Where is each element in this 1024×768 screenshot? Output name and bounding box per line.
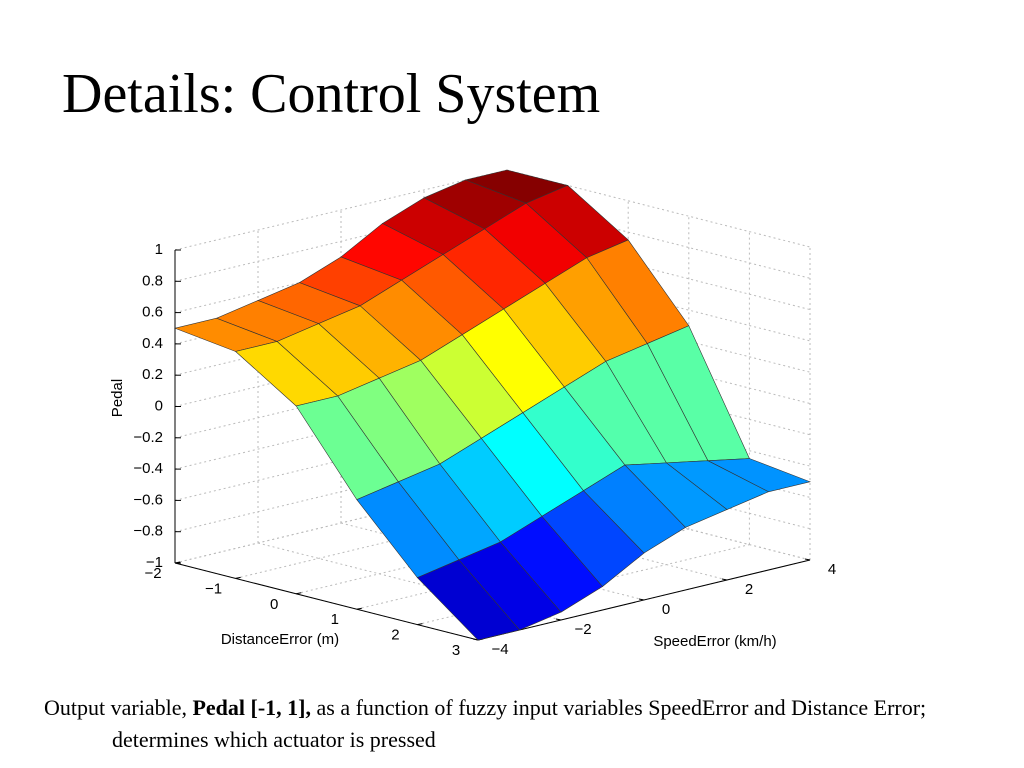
caption-text: as a function of fuzzy input variables S… — [112, 695, 927, 752]
grid-line — [506, 232, 811, 311]
tick-mark — [721, 578, 728, 581]
tick-mark — [235, 576, 241, 579]
x-tick-label: 0 — [270, 596, 278, 613]
tick-mark — [296, 592, 302, 595]
x-tick-label: −2 — [144, 565, 161, 582]
z-tick-label: −1 — [146, 554, 163, 571]
z-axis-label: Pedal — [109, 379, 126, 417]
z-tick-label: −0.2 — [133, 429, 163, 446]
z-tick-label: 0.8 — [142, 272, 163, 289]
x-axis-label: DistanceError (m) — [221, 631, 339, 648]
z-tick-label: 0 — [155, 397, 163, 414]
x-tick-label: 2 — [391, 627, 399, 644]
z-tick-label: −0.8 — [133, 523, 163, 540]
slide-title: Details: Control System — [62, 63, 601, 125]
chart: Pedal DistanceError (m) SpeedError (km/h… — [109, 169, 836, 659]
y-tick-label: 4 — [828, 561, 836, 578]
tick-mark — [472, 638, 479, 641]
x-tick-label: 1 — [331, 611, 339, 628]
tick-mark — [417, 623, 423, 626]
caption-bold: Pedal [-1, 1], — [192, 695, 311, 720]
y-tick-label: −2 — [574, 621, 591, 638]
grid-line — [506, 169, 811, 248]
x-tick-label: −1 — [205, 580, 222, 597]
z-tick-label: 1 — [155, 241, 163, 258]
axis-line — [174, 562, 479, 641]
z-tick-label: 0.6 — [142, 304, 163, 321]
y-tick-label: 0 — [662, 601, 670, 618]
z-tick-label: −0.4 — [133, 460, 163, 477]
z-tick-label: 0.4 — [142, 335, 163, 352]
tick-mark — [804, 558, 811, 561]
grid-line — [506, 200, 811, 279]
y-axis-label: SpeedError (km/h) — [653, 633, 776, 650]
grid-line — [174, 169, 508, 251]
surface-patch — [416, 559, 521, 641]
x-tick-label: 3 — [452, 642, 460, 659]
tick-mark — [356, 607, 362, 610]
caption-text: Output variable, — [44, 695, 193, 720]
y-tick-label: 2 — [745, 581, 753, 598]
z-tick-label: −0.6 — [133, 491, 163, 508]
tick-mark — [638, 598, 645, 601]
tick-mark — [555, 618, 562, 621]
tick-mark — [174, 561, 181, 564]
z-tick-label: 0.2 — [142, 366, 163, 383]
caption: Output variable, Pedal [-1, 1], as a fun… — [44, 692, 974, 756]
y-tick-label: −4 — [491, 641, 508, 658]
